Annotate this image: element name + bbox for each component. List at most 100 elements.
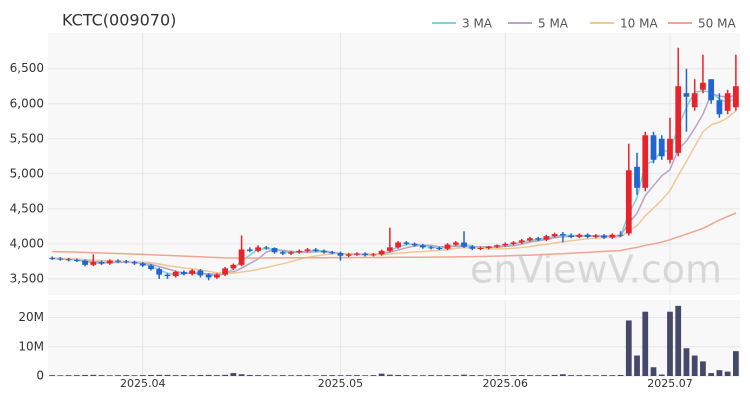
x-tick-label: 2025.05 [318, 377, 364, 390]
candle-body [131, 262, 138, 264]
volume-panel [48, 300, 740, 376]
candle-body [386, 247, 393, 251]
volume-bar [98, 375, 105, 376]
candle-body [510, 242, 517, 244]
y-tick-label: 4,000 [10, 236, 44, 250]
candle-body [683, 93, 690, 97]
candle-body [123, 261, 130, 263]
volume-bar [452, 375, 459, 376]
volume-bar [139, 375, 146, 376]
volume-bar [667, 311, 673, 376]
volume-bar [255, 375, 261, 376]
candle-body [650, 135, 657, 160]
volume-bar [411, 375, 418, 376]
volume-bar [288, 375, 294, 376]
candle-body [238, 249, 245, 265]
volume-bar [205, 374, 212, 376]
volume-bar [502, 375, 509, 376]
candle-body [518, 240, 525, 243]
candle-body [65, 259, 72, 261]
volume-bar [246, 374, 253, 376]
candle-body [329, 252, 336, 254]
candle-body [691, 93, 698, 108]
candle-body [73, 259, 80, 261]
y-tick-label: 6,000 [10, 96, 44, 110]
legend-label: 50 MA [698, 17, 736, 31]
candle-body [403, 242, 410, 244]
legend-label: 3 MA [462, 17, 493, 31]
candle-body [57, 258, 64, 260]
volume-bar [222, 374, 229, 376]
candle-body [205, 274, 212, 278]
volume-bar [601, 375, 607, 376]
x-tick-label: 2025.07 [647, 377, 693, 390]
volume-bar [279, 375, 286, 376]
candle-body [452, 242, 459, 245]
volume-bar [650, 367, 657, 376]
volume-bar [172, 375, 179, 376]
volume-bar [436, 375, 443, 376]
volume-bar [675, 305, 682, 376]
volume-bar [584, 375, 591, 376]
y-tick-label: 5,500 [10, 131, 44, 145]
candle-body [98, 262, 105, 264]
volume-bar [296, 375, 303, 376]
volume-bar [362, 375, 369, 376]
candle-body [609, 234, 616, 238]
volume-bar [123, 375, 130, 376]
volume-bar [345, 375, 352, 376]
candle-body [559, 234, 566, 236]
candle-body [576, 234, 583, 237]
volume-bar [90, 374, 97, 376]
volume-bar [634, 355, 640, 376]
volume-bar [527, 375, 533, 376]
candle-body [49, 257, 56, 259]
candle-body [288, 252, 294, 254]
volume-bar [189, 375, 196, 376]
volume-bar [82, 374, 88, 376]
legend-label: 10 MA [620, 17, 658, 31]
candle-body [584, 234, 591, 237]
y-tick-label: 6,500 [10, 61, 44, 75]
candle-body [617, 234, 624, 236]
volume-bar [386, 374, 393, 376]
volume-bar [213, 375, 220, 376]
candle-body [700, 82, 706, 90]
candle-body [362, 253, 369, 256]
candle-body [156, 269, 163, 275]
candle-body [246, 249, 253, 251]
volume-bar [329, 375, 336, 376]
candle-body [436, 248, 443, 250]
candle-body [271, 248, 278, 253]
candle-body [304, 249, 311, 251]
candle-body [535, 238, 542, 240]
volume-bar [518, 375, 525, 376]
volume-bar [164, 374, 171, 376]
x-tick-label: 2025.06 [482, 377, 528, 390]
candle-body [312, 249, 319, 251]
candle-body [181, 271, 187, 274]
volume-bar [658, 374, 665, 376]
candle-body [148, 265, 154, 270]
ma-line [52, 90, 737, 277]
volume-bar [724, 371, 731, 376]
volume-bar [395, 374, 402, 376]
candle-body [213, 274, 220, 278]
candle-body [724, 93, 731, 111]
candle-body [716, 100, 723, 115]
volume-bar [576, 375, 583, 376]
y-tick-label: 20M [18, 310, 44, 324]
volume-bar [238, 374, 245, 376]
y-tick-label: 4,500 [10, 201, 44, 215]
x-tick-label: 2025.04 [120, 377, 166, 390]
volume-bar [559, 374, 566, 376]
volume-bar [535, 375, 542, 376]
volume-bar [691, 355, 698, 376]
volume-bar [568, 375, 575, 376]
candle-body [82, 260, 88, 265]
candle-body [485, 246, 492, 249]
candle-body [321, 250, 327, 253]
candle-body [279, 252, 286, 254]
candle-body [378, 250, 385, 255]
volume-bar [683, 348, 690, 376]
